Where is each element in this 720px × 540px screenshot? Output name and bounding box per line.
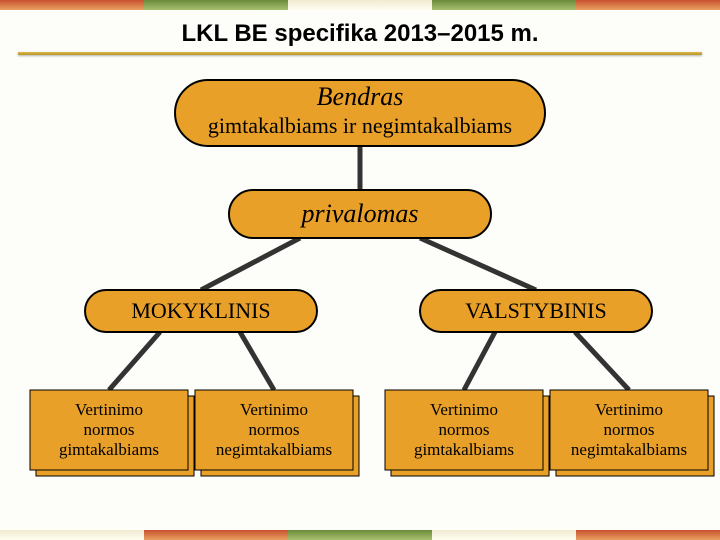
svg-text:Vertinimo: Vertinimo <box>430 400 498 419</box>
leaf-3: Vertinimo normos negimtakalbiams <box>550 390 714 476</box>
branch-left: MOKYKLINIS <box>85 290 317 332</box>
svg-text:gimtakalbiams: gimtakalbiams <box>59 440 159 459</box>
branch-left-label: MOKYKLINIS <box>131 298 270 323</box>
page-title: LKL BE specifika 2013–2015 m. <box>0 20 720 48</box>
decorative-top-stripe <box>0 0 720 10</box>
tree-diagram: Bendras gimtakalbiams ir negimtakalbiams… <box>0 60 720 540</box>
svg-text:normos: normos <box>439 420 490 439</box>
branch-right-label: VALSTYBINIS <box>465 298 606 323</box>
svg-text:Vertinimo: Vertinimo <box>595 400 663 419</box>
root-title: Bendras <box>317 82 404 111</box>
svg-text:gimtakalbiams: gimtakalbiams <box>414 440 514 459</box>
leaf-2: Vertinimo normos gimtakalbiams <box>385 390 549 476</box>
svg-text:normos: normos <box>604 420 655 439</box>
svg-text:negimtakalbiams: negimtakalbiams <box>571 440 687 459</box>
branch-right: VALSTYBINIS <box>420 290 652 332</box>
mid-node: privalomas <box>229 190 491 238</box>
svg-text:normos: normos <box>84 420 135 439</box>
svg-text:negimtakalbiams: negimtakalbiams <box>216 440 332 459</box>
svg-text:normos: normos <box>249 420 300 439</box>
leaf-0: Vertinimo normos gimtakalbiams <box>30 390 194 476</box>
svg-text:Vertinimo: Vertinimo <box>240 400 308 419</box>
mid-title: privalomas <box>300 199 419 228</box>
root-subtitle: gimtakalbiams ir negimtakalbiams <box>208 113 512 138</box>
svg-text:Vertinimo: Vertinimo <box>75 400 143 419</box>
leaf-1: Vertinimo normos negimtakalbiams <box>195 390 359 476</box>
root-node: Bendras gimtakalbiams ir negimtakalbiams <box>175 80 545 146</box>
title-underline <box>18 52 702 55</box>
